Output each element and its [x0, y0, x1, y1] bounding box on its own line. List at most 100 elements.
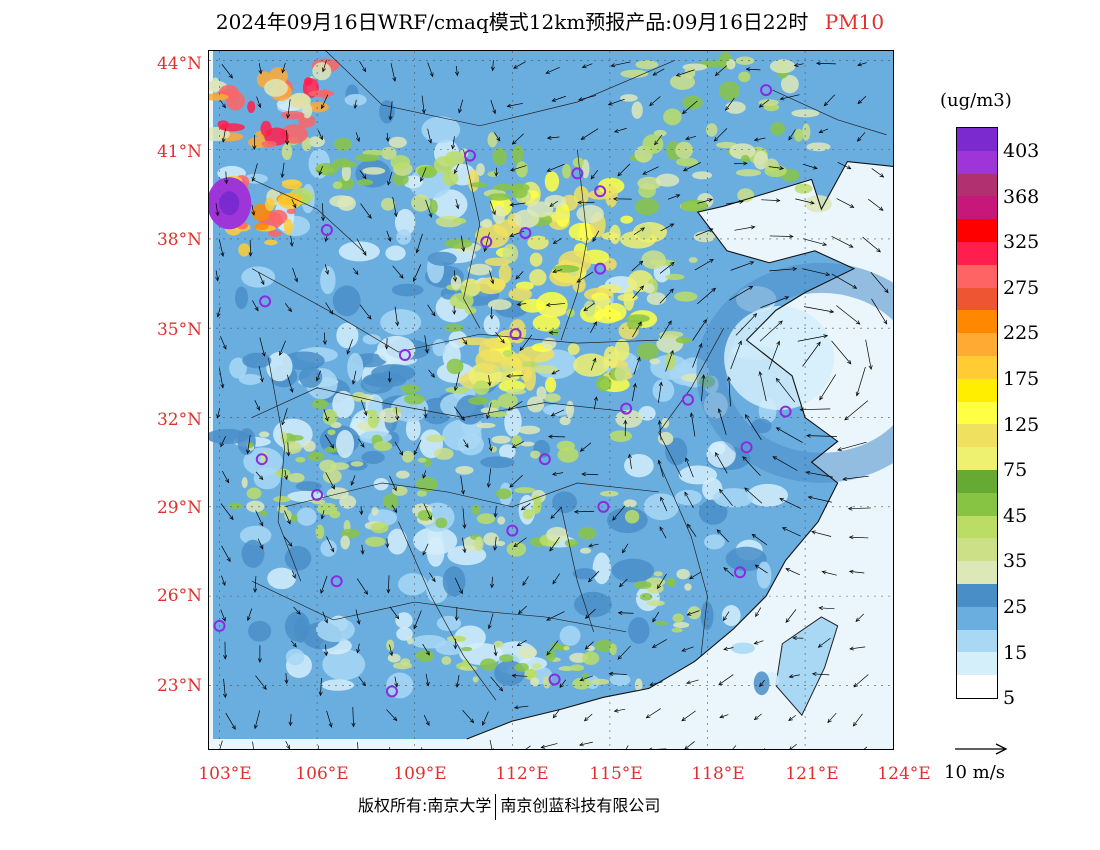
wind-vector	[357, 742, 359, 749]
map-panel[interactable]	[208, 50, 894, 750]
pm10-concentration-patch	[417, 457, 427, 463]
pm10-concentration-patch	[324, 446, 338, 453]
wind-vector	[576, 271, 594, 283]
lon-label: 124°E	[877, 764, 931, 784]
wind-vector	[355, 132, 360, 142]
wind-vector-head	[319, 135, 323, 141]
wind-vector	[642, 166, 659, 175]
wind-vector	[413, 610, 422, 629]
pm10-concentration-patch	[559, 625, 581, 646]
wind-vector	[463, 439, 469, 448]
pm10-concentration-patch	[532, 663, 543, 670]
wind-vector-head	[708, 228, 714, 233]
pm10-concentration-patch	[492, 183, 515, 191]
wind-vector-head	[220, 383, 225, 389]
pm10-concentration-patch	[506, 541, 527, 557]
wind-vector-head	[487, 381, 492, 387]
wind-vector-head	[853, 683, 859, 688]
wind-vector-head	[813, 165, 818, 170]
wind-vector-head	[823, 334, 829, 339]
pm10-concentration-patch	[506, 388, 527, 395]
wind-vector-head	[220, 442, 225, 448]
wind-vector-head	[425, 650, 430, 656]
wind-vector-head	[754, 564, 760, 569]
wind-vector-head	[685, 136, 690, 141]
pm10-concentration-patch	[436, 615, 462, 632]
wind-vector-head	[657, 419, 662, 425]
wind-vector-head	[459, 589, 463, 595]
pm10-concentration-patch	[487, 299, 512, 311]
wind-vector-head	[492, 109, 497, 115]
color-bar-label: 75	[1003, 459, 1028, 482]
wind-vector-head	[578, 742, 584, 747]
pm10-concentration-patch	[674, 291, 698, 302]
wind-vector-head	[324, 237, 329, 243]
pm10-concentration-patch	[493, 365, 517, 373]
wind-vector	[660, 223, 674, 232]
map-canvas[interactable]	[209, 51, 893, 749]
wind-vector	[723, 611, 730, 621]
color-bar-label: 5	[1003, 687, 1016, 710]
wind-vector	[215, 270, 219, 281]
wind-vector-head	[759, 682, 764, 688]
wind-vector-head	[318, 170, 323, 176]
pm10-concentration-patch	[264, 239, 278, 246]
wind-vector	[684, 741, 695, 749]
pm10-concentration-patch	[495, 488, 512, 500]
pm10-concentration-patch	[335, 429, 355, 459]
wind-vector	[486, 402, 492, 419]
pm10-concentration-patch	[354, 154, 380, 162]
pm10-concentration-patch	[531, 365, 559, 374]
wind-vector-head	[522, 581, 527, 586]
color-bar-label: 35	[1003, 550, 1028, 573]
pm10-concentration-patch	[398, 573, 428, 596]
wind-vector-head	[419, 177, 424, 183]
color-bar-label: 275	[1003, 276, 1040, 299]
wind-vector-head	[422, 550, 427, 556]
pm10-concentration-patch	[512, 144, 524, 165]
wind-vector-head	[584, 614, 590, 619]
wind-vector-head	[711, 287, 717, 293]
wind-vector	[387, 171, 393, 185]
wind-vector	[427, 62, 434, 77]
wind-vector	[461, 337, 468, 345]
pm10-concentration-patch	[582, 651, 600, 665]
wind-vector	[512, 133, 524, 145]
wind-vector-head	[461, 247, 466, 253]
wind-vector	[697, 199, 713, 204]
wind-vector-head	[289, 388, 294, 393]
wind-vector-head	[550, 412, 556, 417]
wind-vector	[357, 643, 360, 653]
pm10-concentration-patch	[706, 123, 718, 137]
wind-vector	[697, 288, 716, 305]
pm10-concentration-patch	[480, 658, 497, 671]
pm10-concentration-patch	[665, 437, 688, 466]
wind-vector-head	[489, 314, 494, 320]
pm10-concentration-patch	[487, 193, 511, 201]
wind-vector-head	[284, 475, 288, 481]
pm10-concentration-patch	[780, 74, 799, 94]
wind-vector	[759, 99, 770, 108]
pm10-concentration-patch	[502, 243, 519, 263]
pm10-concentration-patch	[329, 510, 341, 519]
pm10-concentration-patch	[284, 510, 292, 521]
pm10-concentration-patch	[626, 319, 643, 330]
pm10-concentration-patch	[770, 122, 786, 136]
wind-vector-head	[670, 261, 675, 267]
wind-vector-head	[429, 72, 434, 78]
pm10-concentration-patch	[415, 476, 438, 492]
wind-vector-head	[258, 69, 263, 75]
pm10-concentration-patch	[381, 197, 396, 211]
pm10-concentration-patch	[633, 580, 652, 590]
wind-vector	[247, 608, 253, 621]
pm10-concentration-patch	[698, 499, 728, 525]
wind-vector-head	[464, 443, 469, 449]
pm10-concentration-patch	[557, 446, 579, 463]
wind-vector	[386, 338, 388, 349]
pm10-concentration-patch	[573, 185, 589, 205]
lon-label: 106°E	[295, 764, 349, 784]
pm10-concentration-patch	[454, 625, 486, 650]
wind-vector-head	[359, 510, 364, 516]
wind-vector-head	[848, 535, 854, 540]
wind-vector	[622, 543, 629, 554]
